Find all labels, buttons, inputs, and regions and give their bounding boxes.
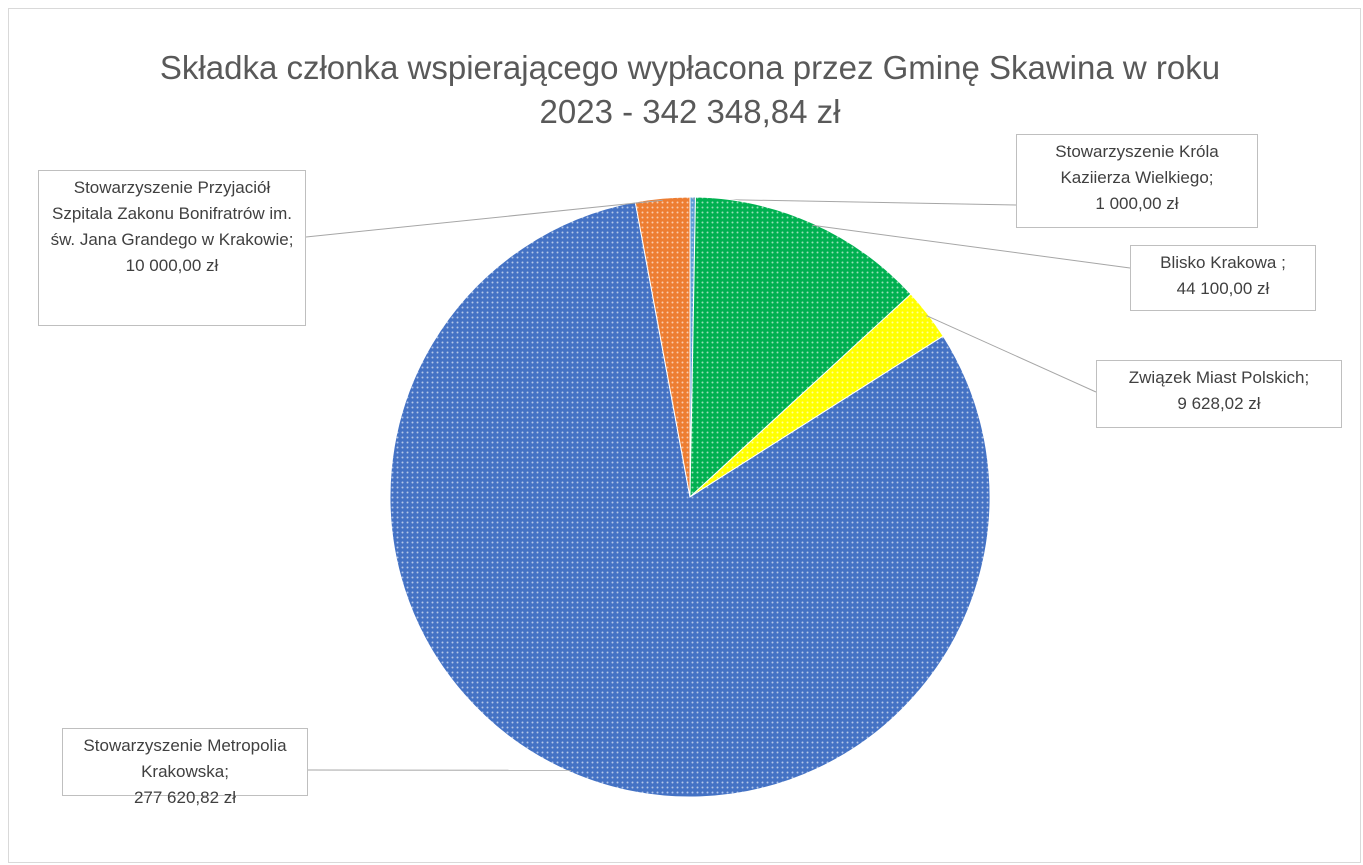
label-separator: ; [1304,368,1310,387]
chart-frame [8,8,1361,863]
label-separator: ; [1281,253,1286,272]
label-category: Stowarzyszenie Metropolia Krakowska [83,736,287,781]
pie-slice [634,196,691,498]
data-label: Blisko Krakowa ; 44 100,00 zł [1130,245,1316,311]
label-category: Blisko Krakowa [1160,253,1282,272]
label-separator: ; [224,762,229,781]
label-separator: ; [1208,168,1214,187]
data-label: Związek Miast Polskich; 9 628,02 zł [1096,360,1342,428]
label-value: 9 628,02 zł [1177,394,1261,413]
leader-line [305,199,663,238]
data-label: Stowarzyszenie Metropolia Krakowska; 277 … [62,728,308,807]
label-separator: ; [288,230,294,249]
pie-slice [689,196,912,499]
data-label: Stowarzyszenie Króla Kaziierza Wielkiego… [1016,134,1258,228]
label-value: 277 620,82 zł [133,788,237,807]
label-category: Stowarzyszenie Przyjaciół Szpitala Zakon… [50,178,292,249]
leader-line [812,224,1131,269]
data-label: Stowarzyszenie Przyjaciół Szpitala Zakon… [38,170,306,326]
leader-line [692,198,1017,206]
pie-slice [389,201,991,798]
label-category: Związek Miast Polskich [1128,368,1305,387]
label-value: 44 100,00 zł [1176,279,1270,298]
label-value: 1 000,00 zł [1095,194,1179,213]
chart-title: Składka członka wspierającego wypłacona … [159,49,1221,130]
label-category: Stowarzyszenie Króla Kaziierza Wielkiego [1055,142,1219,187]
leader-line [926,315,1097,393]
label-value: 10 000,00 zł [125,256,219,275]
